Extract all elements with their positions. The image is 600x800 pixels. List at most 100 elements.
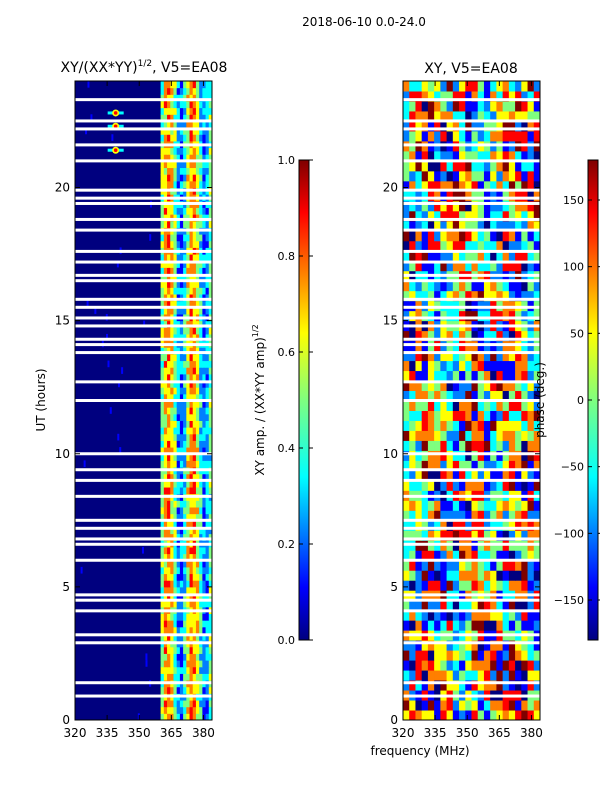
phase-cell [508, 380, 516, 392]
amp-cell [183, 513, 187, 521]
phase-cell [490, 240, 497, 252]
phase-cell [440, 560, 448, 571]
amp-cell [160, 593, 165, 601]
amp-cell [202, 460, 207, 468]
phase-cell [527, 240, 535, 252]
phase-cell [496, 290, 504, 302]
phase-cell [403, 520, 410, 531]
amp-cell [183, 387, 187, 395]
amp-cell [173, 440, 178, 448]
amp-speckle [80, 566, 83, 574]
amp-cell [192, 660, 197, 668]
phase-cell [521, 90, 529, 102]
phase-blank-row [403, 598, 540, 602]
phase-colorbar-tick-label: 100 [563, 261, 584, 274]
amp-cell [186, 626, 191, 634]
phase-cell [490, 440, 497, 451]
amp-cell [173, 626, 178, 634]
phase-cell [521, 580, 529, 591]
phase-cell [483, 410, 491, 421]
amp-cell [176, 207, 181, 215]
amp-cell [195, 420, 200, 428]
amp-blank-row [75, 694, 212, 698]
amp-cell [189, 300, 194, 308]
phase-cell [427, 470, 435, 481]
amp-cell [208, 513, 212, 521]
amp-cell [179, 580, 184, 588]
amp-cell [179, 94, 184, 102]
phase-cell [508, 120, 516, 132]
amp-cell [170, 387, 174, 395]
amp-cell [167, 160, 171, 169]
amp-cell [179, 653, 184, 661]
amp-cell [208, 307, 212, 315]
phase-cell [440, 230, 448, 242]
phase-cell [465, 410, 472, 421]
amp-cell [183, 333, 187, 342]
phase-cell [415, 390, 423, 401]
amp-cell [205, 393, 210, 401]
phase-cell [502, 120, 510, 132]
phase-cell [427, 190, 435, 202]
amp-cell [163, 593, 168, 601]
amp-cell [183, 600, 187, 608]
phase-cell [515, 280, 522, 292]
amp-cell [186, 480, 191, 488]
phase-cell [415, 640, 423, 651]
phase-cell [440, 81, 448, 92]
amp-cell [176, 353, 181, 362]
amp-cell [199, 134, 203, 142]
amp-cell [173, 673, 178, 681]
amp-cell [176, 280, 181, 288]
amp-cell [170, 507, 174, 515]
phase-cell [490, 420, 497, 431]
amp-cell [179, 713, 184, 720]
phase-cell [465, 290, 472, 302]
phase-cell [521, 470, 529, 481]
phase-cell [527, 650, 535, 661]
amp-cell [167, 700, 171, 708]
amp-cell [183, 560, 187, 568]
amp-cell [208, 700, 212, 708]
phase-cell [490, 510, 497, 521]
amp-cell [208, 160, 212, 169]
phase-cell [496, 150, 504, 162]
phase-cell [521, 260, 529, 272]
amp-cell [160, 453, 165, 461]
amp-cell [160, 626, 165, 634]
phase-cell [508, 110, 516, 122]
phase-cell [409, 580, 416, 591]
phase-cell [427, 520, 435, 531]
phase-blank-row [403, 468, 540, 472]
amp-cell [167, 347, 171, 355]
amp-cell [160, 400, 165, 408]
amp-cell [167, 666, 171, 674]
amp-cell [195, 94, 200, 102]
phase-cell [465, 600, 472, 611]
phase-cell [427, 450, 435, 461]
amp-cell [199, 520, 203, 528]
amp-cell [183, 433, 187, 441]
amp-cell [170, 706, 174, 714]
amp-cell [195, 686, 200, 694]
phase-cell [502, 470, 510, 481]
amp-cell [170, 367, 174, 375]
amp-cell [195, 360, 200, 368]
amp-cell [192, 473, 197, 481]
amp-cell [208, 274, 212, 282]
phase-cell [502, 700, 510, 711]
amp-cell [160, 294, 165, 302]
phase-cell [446, 180, 454, 192]
amp-blank-row [75, 98, 212, 102]
amp-cell [199, 333, 203, 342]
phase-cell [533, 360, 540, 372]
phase-cell [471, 90, 479, 102]
phase-cell [521, 230, 529, 242]
amp-cell [170, 553, 174, 561]
amp-cell [163, 487, 168, 495]
phase-cell [515, 190, 522, 202]
amp-cell [192, 546, 197, 555]
phase-ytick-label: 15 [383, 314, 398, 328]
phase-cell [427, 550, 435, 561]
